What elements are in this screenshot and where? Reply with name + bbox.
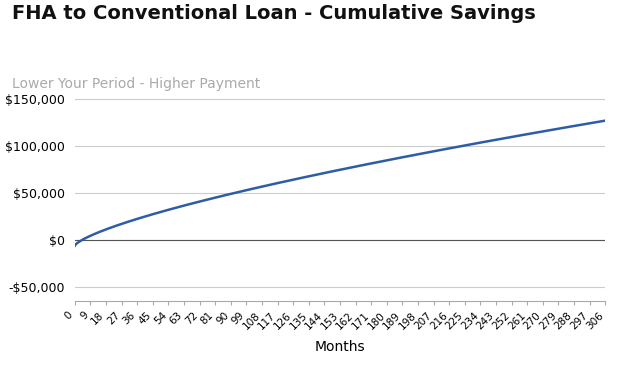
Text: FHA to Conventional Loan - Cumulative Savings: FHA to Conventional Loan - Cumulative Sa…	[12, 4, 536, 23]
X-axis label: Months: Months	[314, 340, 366, 354]
Text: Lower Your Period - Higher Payment: Lower Your Period - Higher Payment	[12, 77, 261, 91]
